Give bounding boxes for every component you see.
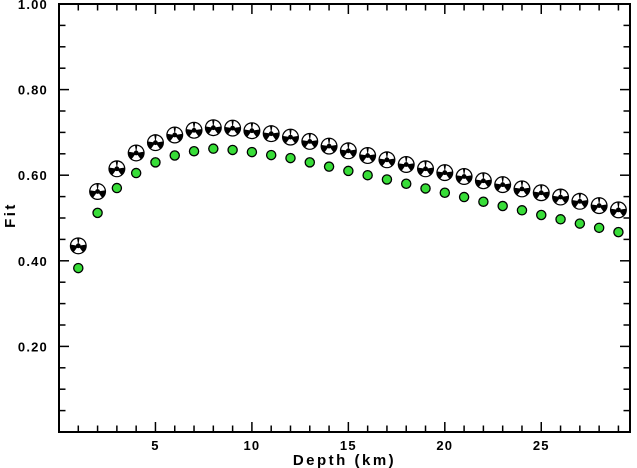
data-point-fit-green-dots — [304, 157, 316, 168]
plot-area: 5 10 15 20 25 0.20 0.40 0.60 0.80 1.00 — [18, 0, 631, 453]
data-point-fit-green-dots — [265, 149, 277, 161]
data-point-fit-green-dots — [439, 187, 451, 198]
x-tick-label: 15 — [340, 438, 357, 453]
data-point-fit-green-dots — [362, 169, 373, 181]
data-point-fit-green-dots — [246, 146, 258, 158]
data-point-fit-beachball-markers — [339, 142, 357, 160]
data-point-fit-green-dots — [188, 145, 200, 157]
data-point-fit-green-dots — [420, 183, 431, 194]
x-tick-label: 10 — [243, 438, 260, 453]
data-point-fit-beachball-markers — [378, 151, 396, 169]
data-point-fit-beachball-markers — [436, 164, 454, 182]
data-point-fit-green-dots — [574, 218, 586, 229]
data-point-fit-beachball-markers — [243, 122, 261, 140]
data-point-fit-green-dots — [536, 209, 547, 221]
data-point-fit-green-dots — [555, 214, 566, 225]
data-point-fit-beachball-markers — [69, 237, 87, 255]
data-point-fit-green-dots — [323, 161, 335, 172]
y-tick-label: 0.60 — [18, 168, 48, 183]
data-point-fit-beachball-markers — [552, 188, 570, 206]
data-point-fit-beachball-markers — [320, 137, 338, 155]
data-point-fit-beachball-markers — [455, 167, 473, 185]
x-tick-label: 20 — [436, 438, 453, 453]
data-point-fit-beachball-markers — [89, 182, 107, 200]
y-tick-label: 0.80 — [18, 83, 48, 98]
data-point-fit-green-dots — [497, 200, 508, 212]
data-point-fit-green-dots — [227, 144, 238, 156]
data-point-fit-beachball-markers — [301, 132, 319, 150]
data-point-fit-beachball-markers — [513, 180, 531, 198]
data-point-fit-beachball-markers — [532, 184, 550, 202]
data-point-fit-green-dots — [169, 150, 180, 161]
data-point-fit-beachball-markers — [185, 121, 203, 139]
data-point-fit-beachball-markers — [146, 134, 164, 152]
data-point-fit-green-dots — [92, 207, 103, 219]
data-point-fit-beachball-markers — [262, 125, 280, 143]
data-point-fit-green-dots — [150, 157, 161, 168]
data-point-fit-green-dots — [593, 222, 605, 234]
x-tick-label: 25 — [533, 438, 550, 453]
data-point-fit-green-dots — [111, 182, 123, 194]
data-point-fit-beachball-markers — [224, 119, 242, 137]
data-point-fit-beachball-markers — [166, 126, 184, 144]
data-point-fit-beachball-markers — [590, 197, 608, 215]
data-point-fit-beachball-markers — [494, 176, 512, 194]
y-tick-label: 0.40 — [18, 254, 48, 269]
data-point-fit-green-dots — [478, 196, 489, 207]
data-point-fit-beachball-markers — [571, 192, 589, 210]
data-point-fit-beachball-markers — [397, 156, 415, 173]
data-point-fit-green-dots — [613, 226, 624, 238]
plot-frame — [58, 3, 631, 433]
data-point-fit-beachball-markers — [281, 128, 299, 146]
data-point-fit-beachball-markers — [417, 160, 435, 178]
data-point-fit-beachball-markers — [609, 201, 627, 219]
data-point-fit-green-dots — [400, 178, 412, 190]
data-point-fit-green-dots — [73, 262, 84, 274]
data-point-fit-green-dots — [381, 174, 393, 185]
x-axis-title: Depth (km) — [293, 452, 396, 468]
data-point-fit-green-dots — [285, 152, 296, 164]
x-tick-label: 5 — [151, 438, 159, 453]
data-point-fit-green-dots — [208, 143, 219, 154]
data-point-fit-green-dots — [130, 167, 142, 179]
data-point-fit-green-dots — [516, 205, 528, 216]
data-point-fit-green-dots — [343, 165, 354, 177]
y-axis-title: Fit — [2, 202, 19, 228]
data-point-fit-beachball-markers — [127, 144, 145, 162]
data-point-fit-beachball-markers — [108, 160, 126, 178]
y-tick-label: 0.20 — [18, 339, 48, 354]
data-point-fit-beachball-markers — [474, 172, 492, 190]
data-point-fit-green-dots — [458, 191, 470, 203]
y-tick-label: 1.00 — [18, 0, 48, 12]
data-point-fit-beachball-markers — [204, 119, 222, 137]
data-point-fit-beachball-markers — [359, 147, 377, 165]
